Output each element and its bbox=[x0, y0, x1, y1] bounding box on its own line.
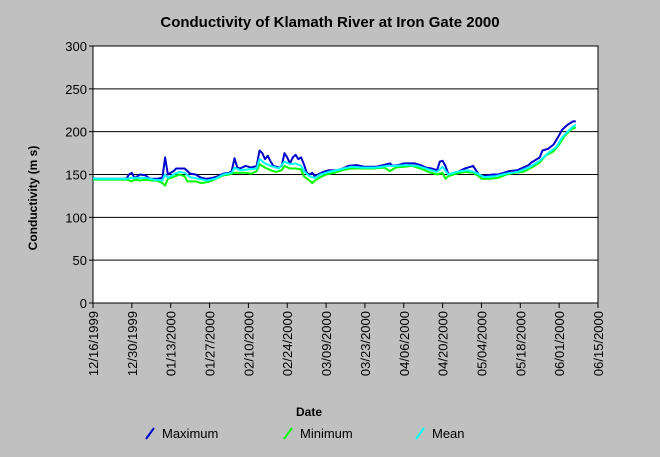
y-axis-title: Conductivity (m s) bbox=[26, 146, 40, 251]
x-tick-label: 01/27/2000 bbox=[203, 311, 218, 376]
legend: Maximum Minimum Mean bbox=[145, 426, 465, 441]
y-tick-label: 150 bbox=[65, 168, 87, 183]
series-line-maximum bbox=[93, 120, 576, 180]
chart-title: Conductivity of Klamath River at Iron Ga… bbox=[160, 14, 499, 31]
legend-label-minimum: Minimum bbox=[300, 426, 353, 441]
legend-swatch-mean bbox=[415, 427, 425, 440]
x-tick-label: 12/16/1999 bbox=[86, 311, 101, 376]
x-tick-label: 04/06/2000 bbox=[397, 311, 412, 376]
y-tick-label: 100 bbox=[65, 210, 87, 225]
x-tick-label: 04/20/2000 bbox=[436, 311, 451, 376]
y-axis-ticks: 0 50 100 150 200 250 300 bbox=[65, 39, 93, 311]
y-tick-label: 250 bbox=[65, 82, 87, 97]
x-tick-label: 02/10/2000 bbox=[241, 311, 256, 376]
series-line-mean bbox=[93, 123, 577, 182]
series-lines bbox=[93, 120, 577, 187]
x-tick-label: 06/15/2000 bbox=[591, 311, 606, 376]
x-tick-label: 02/24/2000 bbox=[280, 311, 295, 376]
x-axis-ticks: 12/16/1999 12/30/1999 01/13/2000 01/27/2000… bbox=[86, 303, 606, 376]
x-tick-label: 03/23/2000 bbox=[358, 311, 373, 376]
x-tick-label: 12/30/1999 bbox=[125, 311, 140, 376]
y-tick-label: 50 bbox=[73, 253, 87, 268]
x-tick-label: 05/18/2000 bbox=[513, 311, 528, 376]
x-tick-label: 01/13/2000 bbox=[164, 311, 179, 376]
legend-label-maximum: Maximum bbox=[162, 426, 218, 441]
y-tick-label: 200 bbox=[65, 125, 87, 140]
x-axis-title: Date bbox=[296, 405, 322, 419]
legend-swatch-minimum bbox=[283, 427, 293, 440]
legend-label-mean: Mean bbox=[432, 426, 465, 441]
x-tick-label: 05/04/2000 bbox=[474, 311, 489, 376]
y-tick-label: 0 bbox=[80, 296, 87, 311]
legend-swatch-maximum bbox=[145, 427, 155, 440]
x-tick-label: 03/09/2000 bbox=[319, 311, 334, 376]
y-tick-label: 300 bbox=[65, 39, 87, 54]
series-line-minimum bbox=[93, 126, 577, 187]
x-tick-label: 06/01/2000 bbox=[552, 311, 567, 376]
